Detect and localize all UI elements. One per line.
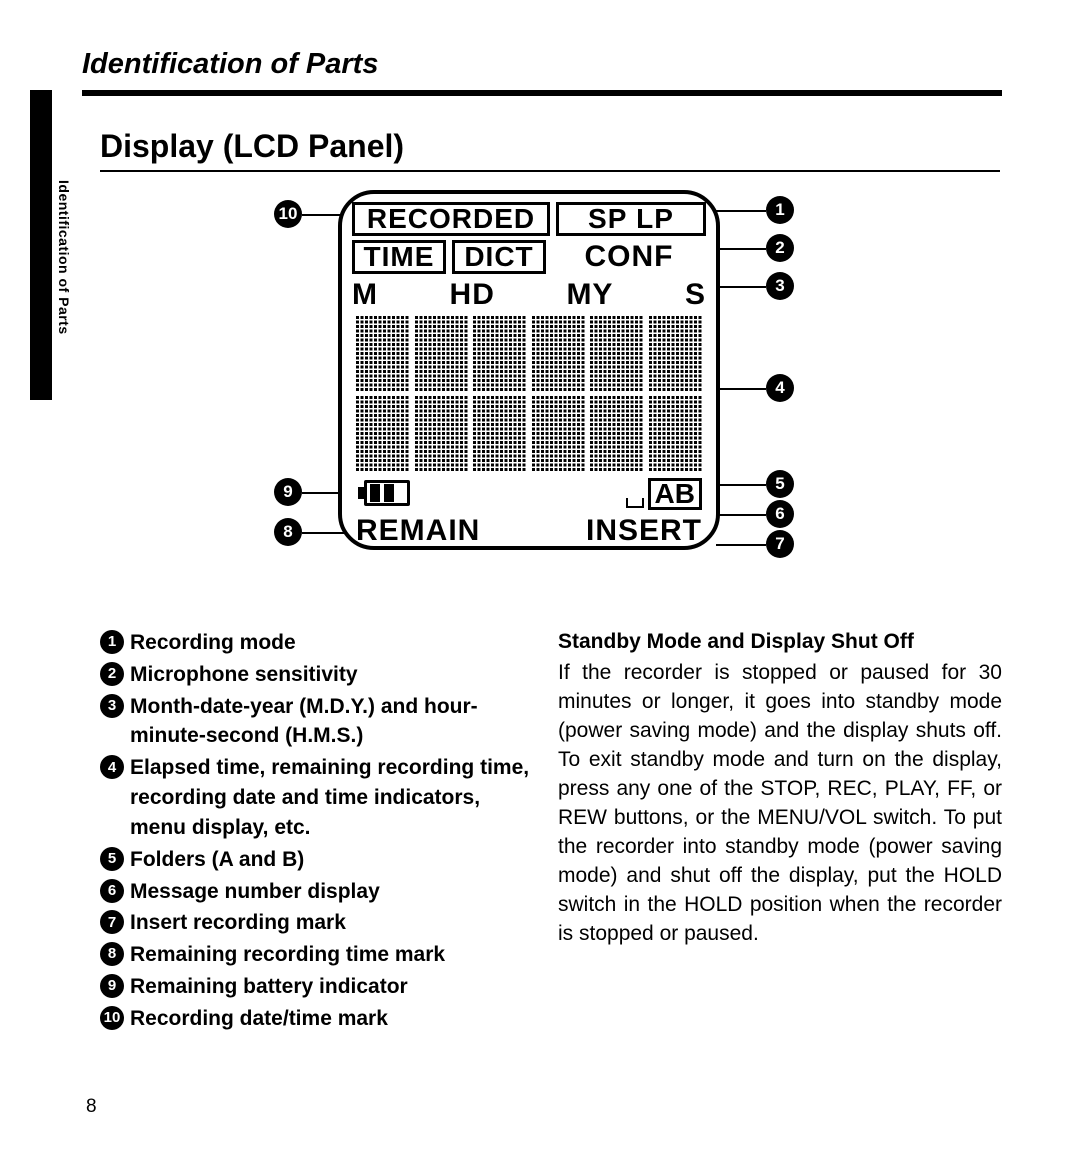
standby-section: Standby Mode and Display Shut Off If the… [558, 628, 1002, 949]
lcd-ab: AB [648, 478, 702, 510]
lcd-s: S [685, 278, 706, 312]
legend-num: 8 [100, 942, 124, 966]
lcd-my: MY [566, 278, 613, 312]
callout-6: 6 [766, 500, 794, 528]
lcd-panel: RECORDED SP LP TIME DICT CONF M HD MY S [338, 190, 720, 550]
lcd-conf: CONF [552, 240, 706, 274]
lcd-sp: SP [588, 203, 627, 235]
legend-text: Insert recording mark [130, 908, 530, 938]
leader-5 [716, 484, 766, 486]
legend-num: 3 [100, 694, 124, 718]
lcd-hd: HD [450, 278, 495, 312]
leader-6 [716, 514, 766, 516]
legend-list: 1Recording mode 2Microphone sensitivity … [100, 628, 530, 1036]
legend-item: 1Recording mode [100, 628, 530, 658]
standby-body: If the recorder is stopped or paused for… [558, 659, 1002, 949]
header-divider [82, 90, 1002, 96]
legend-num: 1 [100, 630, 124, 654]
legend-num: 7 [100, 910, 124, 934]
lcd-insert: INSERT [586, 514, 702, 548]
legend-num: 9 [100, 974, 124, 998]
leader-1 [716, 210, 766, 212]
battery-icon [358, 480, 418, 510]
callout-10: 10 [274, 200, 302, 228]
legend-item: 5Folders (A and B) [100, 845, 530, 875]
legend-text: Recording mode [130, 628, 530, 658]
lcd-diagram: 10 9 8 1 2 3 4 5 6 7 RECORDED SP LP TIME… [260, 182, 820, 572]
leader-7 [716, 544, 766, 546]
lcd-dotmatrix-2 [356, 396, 702, 471]
legend-text: Microphone sensitivity [130, 660, 530, 690]
legend-text: Folders (A and B) [130, 845, 530, 875]
legend-item: 10Recording date/time mark [100, 1004, 530, 1034]
leader-4 [716, 388, 766, 390]
legend-text: Elapsed time, remaining recording time, … [130, 753, 530, 842]
lcd-remain: REMAIN [356, 514, 480, 548]
page-number: 8 [86, 1096, 97, 1118]
callout-4: 4 [766, 374, 794, 402]
callout-9: 9 [274, 478, 302, 506]
callout-2: 2 [766, 234, 794, 262]
legend-num: 6 [100, 879, 124, 903]
page-breadcrumb: Identification of Parts [82, 48, 378, 81]
legend-item: 3Month-date-year (M.D.Y.) and hour-minut… [100, 692, 530, 752]
callout-5: 5 [766, 470, 794, 498]
legend-item: 7Insert recording mark [100, 908, 530, 938]
section-divider [100, 170, 1000, 172]
legend-num: 5 [100, 847, 124, 871]
lcd-lp: LP [636, 203, 674, 235]
legend-text: Message number display [130, 877, 530, 907]
legend-text: Recording date/time mark [130, 1004, 530, 1034]
leader-8 [302, 532, 346, 534]
standby-heading: Standby Mode and Display Shut Off [558, 628, 1002, 657]
lcd-dotmatrix-1 [356, 316, 702, 391]
legend-item: 2Microphone sensitivity [100, 660, 530, 690]
callout-3: 3 [766, 272, 794, 300]
lcd-sp-lp: SP LP [556, 202, 706, 236]
bracket-left [626, 498, 644, 508]
legend-text: Month-date-year (M.D.Y.) and hour-minute… [130, 692, 530, 752]
legend-item: 4Elapsed time, remaining recording time,… [100, 753, 530, 842]
leader-2 [716, 248, 766, 250]
side-label: Identification of Parts [56, 180, 72, 335]
legend-num: 4 [100, 755, 124, 779]
lcd-time: TIME [352, 240, 446, 274]
legend-text: Remaining battery indicator [130, 972, 530, 1002]
leader-3 [716, 286, 766, 288]
legend-item: 9Remaining battery indicator [100, 972, 530, 1002]
callout-8: 8 [274, 518, 302, 546]
legend-item: 6Message number display [100, 877, 530, 907]
callout-1: 1 [766, 196, 794, 224]
legend-item: 8Remaining recording time mark [100, 940, 530, 970]
lcd-m: M [352, 278, 378, 312]
legend-num: 2 [100, 662, 124, 686]
thumb-tab [30, 90, 52, 400]
legend-num: 10 [100, 1006, 124, 1030]
legend-text: Remaining recording time mark [130, 940, 530, 970]
lcd-dict: DICT [452, 240, 546, 274]
lcd-recorded: RECORDED [352, 202, 550, 236]
callout-7: 7 [766, 530, 794, 558]
section-title: Display (LCD Panel) [100, 128, 404, 165]
